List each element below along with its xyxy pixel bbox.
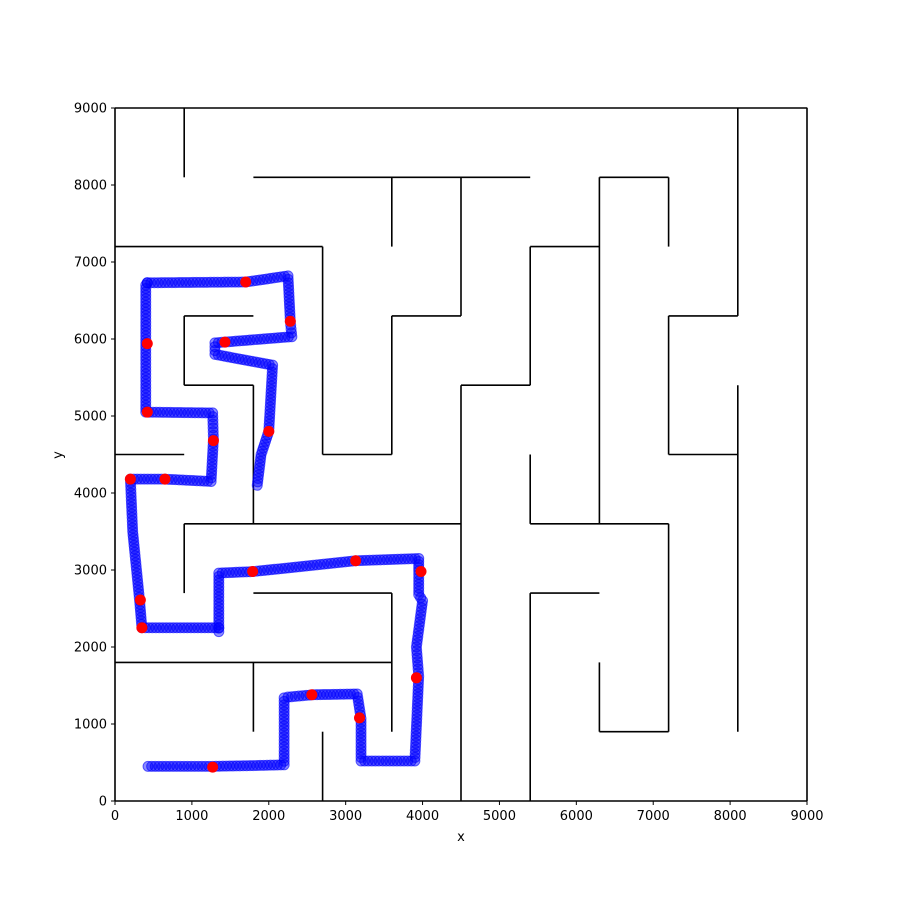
path-point <box>219 350 231 362</box>
y-axis-label: y <box>51 451 66 459</box>
y-tick-label: 4000 <box>74 487 107 502</box>
path-point <box>223 351 235 363</box>
y-tick-label: 6000 <box>74 333 107 348</box>
y-tick-label: 5000 <box>74 410 107 425</box>
y-tick-label: 3000 <box>74 564 107 579</box>
waypoint-marker <box>124 473 136 485</box>
x-tick-label: 5000 <box>483 809 516 824</box>
waypoint-marker <box>141 338 153 350</box>
path-point <box>416 598 428 610</box>
y-tick-label: 1000 <box>74 718 107 733</box>
path-point <box>251 479 263 491</box>
waypoint-marker <box>207 435 219 447</box>
path-point <box>229 352 241 364</box>
waypoint-marker <box>415 566 427 578</box>
y-tick-label: 8000 <box>74 179 107 194</box>
path-point <box>250 356 262 368</box>
x-tick-label: 3000 <box>329 809 362 824</box>
path-point <box>243 355 255 367</box>
walls-layer <box>114 107 808 802</box>
y-tick-label: 0 <box>99 795 107 810</box>
waypoint-marker <box>141 406 153 418</box>
waypoint-marker <box>306 689 318 701</box>
path-point <box>246 355 258 367</box>
waypoint-marker <box>159 473 171 485</box>
path-point <box>417 595 429 607</box>
waypoint-marker <box>410 672 422 684</box>
y-tick-label: 2000 <box>74 641 107 656</box>
path-point <box>209 348 221 360</box>
waypoint-marker <box>219 336 231 348</box>
waypoint-marker <box>136 622 148 634</box>
waypoint-marker <box>354 712 366 724</box>
x-tick-label: 4000 <box>406 809 439 824</box>
x-tick-label: 2000 <box>252 809 285 824</box>
x-tick-label: 8000 <box>714 809 747 824</box>
x-axis-label: x <box>457 830 465 845</box>
waypoints-layer <box>124 276 427 773</box>
waypoint-marker <box>284 315 296 327</box>
x-tick-label: 9000 <box>790 809 823 824</box>
y-tick-label: 7000 <box>74 256 107 271</box>
path-layer <box>124 270 429 772</box>
path-point <box>253 357 265 369</box>
x-tick-label: 6000 <box>560 809 593 824</box>
path-point <box>239 354 251 366</box>
path-point <box>252 476 264 488</box>
x-tick-label: 0 <box>111 809 119 824</box>
x-tick-label: 1000 <box>175 809 208 824</box>
y-tick-label: 9000 <box>74 102 107 117</box>
waypoint-marker <box>240 276 252 288</box>
waypoint-marker <box>263 425 275 437</box>
x-axis: 0 1000 2000 3000 4000 5000 6000 7000 8000 9000 <box>111 801 824 824</box>
path-point <box>212 349 224 361</box>
waypoint-marker <box>247 566 259 578</box>
path-point <box>256 357 268 369</box>
path-point <box>216 350 228 362</box>
plot-frame <box>114 107 808 802</box>
waypoint-marker <box>207 761 219 773</box>
y-axis: 0 1000 2000 3000 4000 5000 6000 7000 8000 9000 <box>74 102 115 810</box>
waypoint-marker <box>350 555 362 567</box>
waypoint-marker <box>134 594 146 606</box>
path-point <box>226 352 238 364</box>
x-tick-label: 7000 <box>637 809 670 824</box>
path-point <box>236 353 248 365</box>
path-point <box>233 353 245 365</box>
